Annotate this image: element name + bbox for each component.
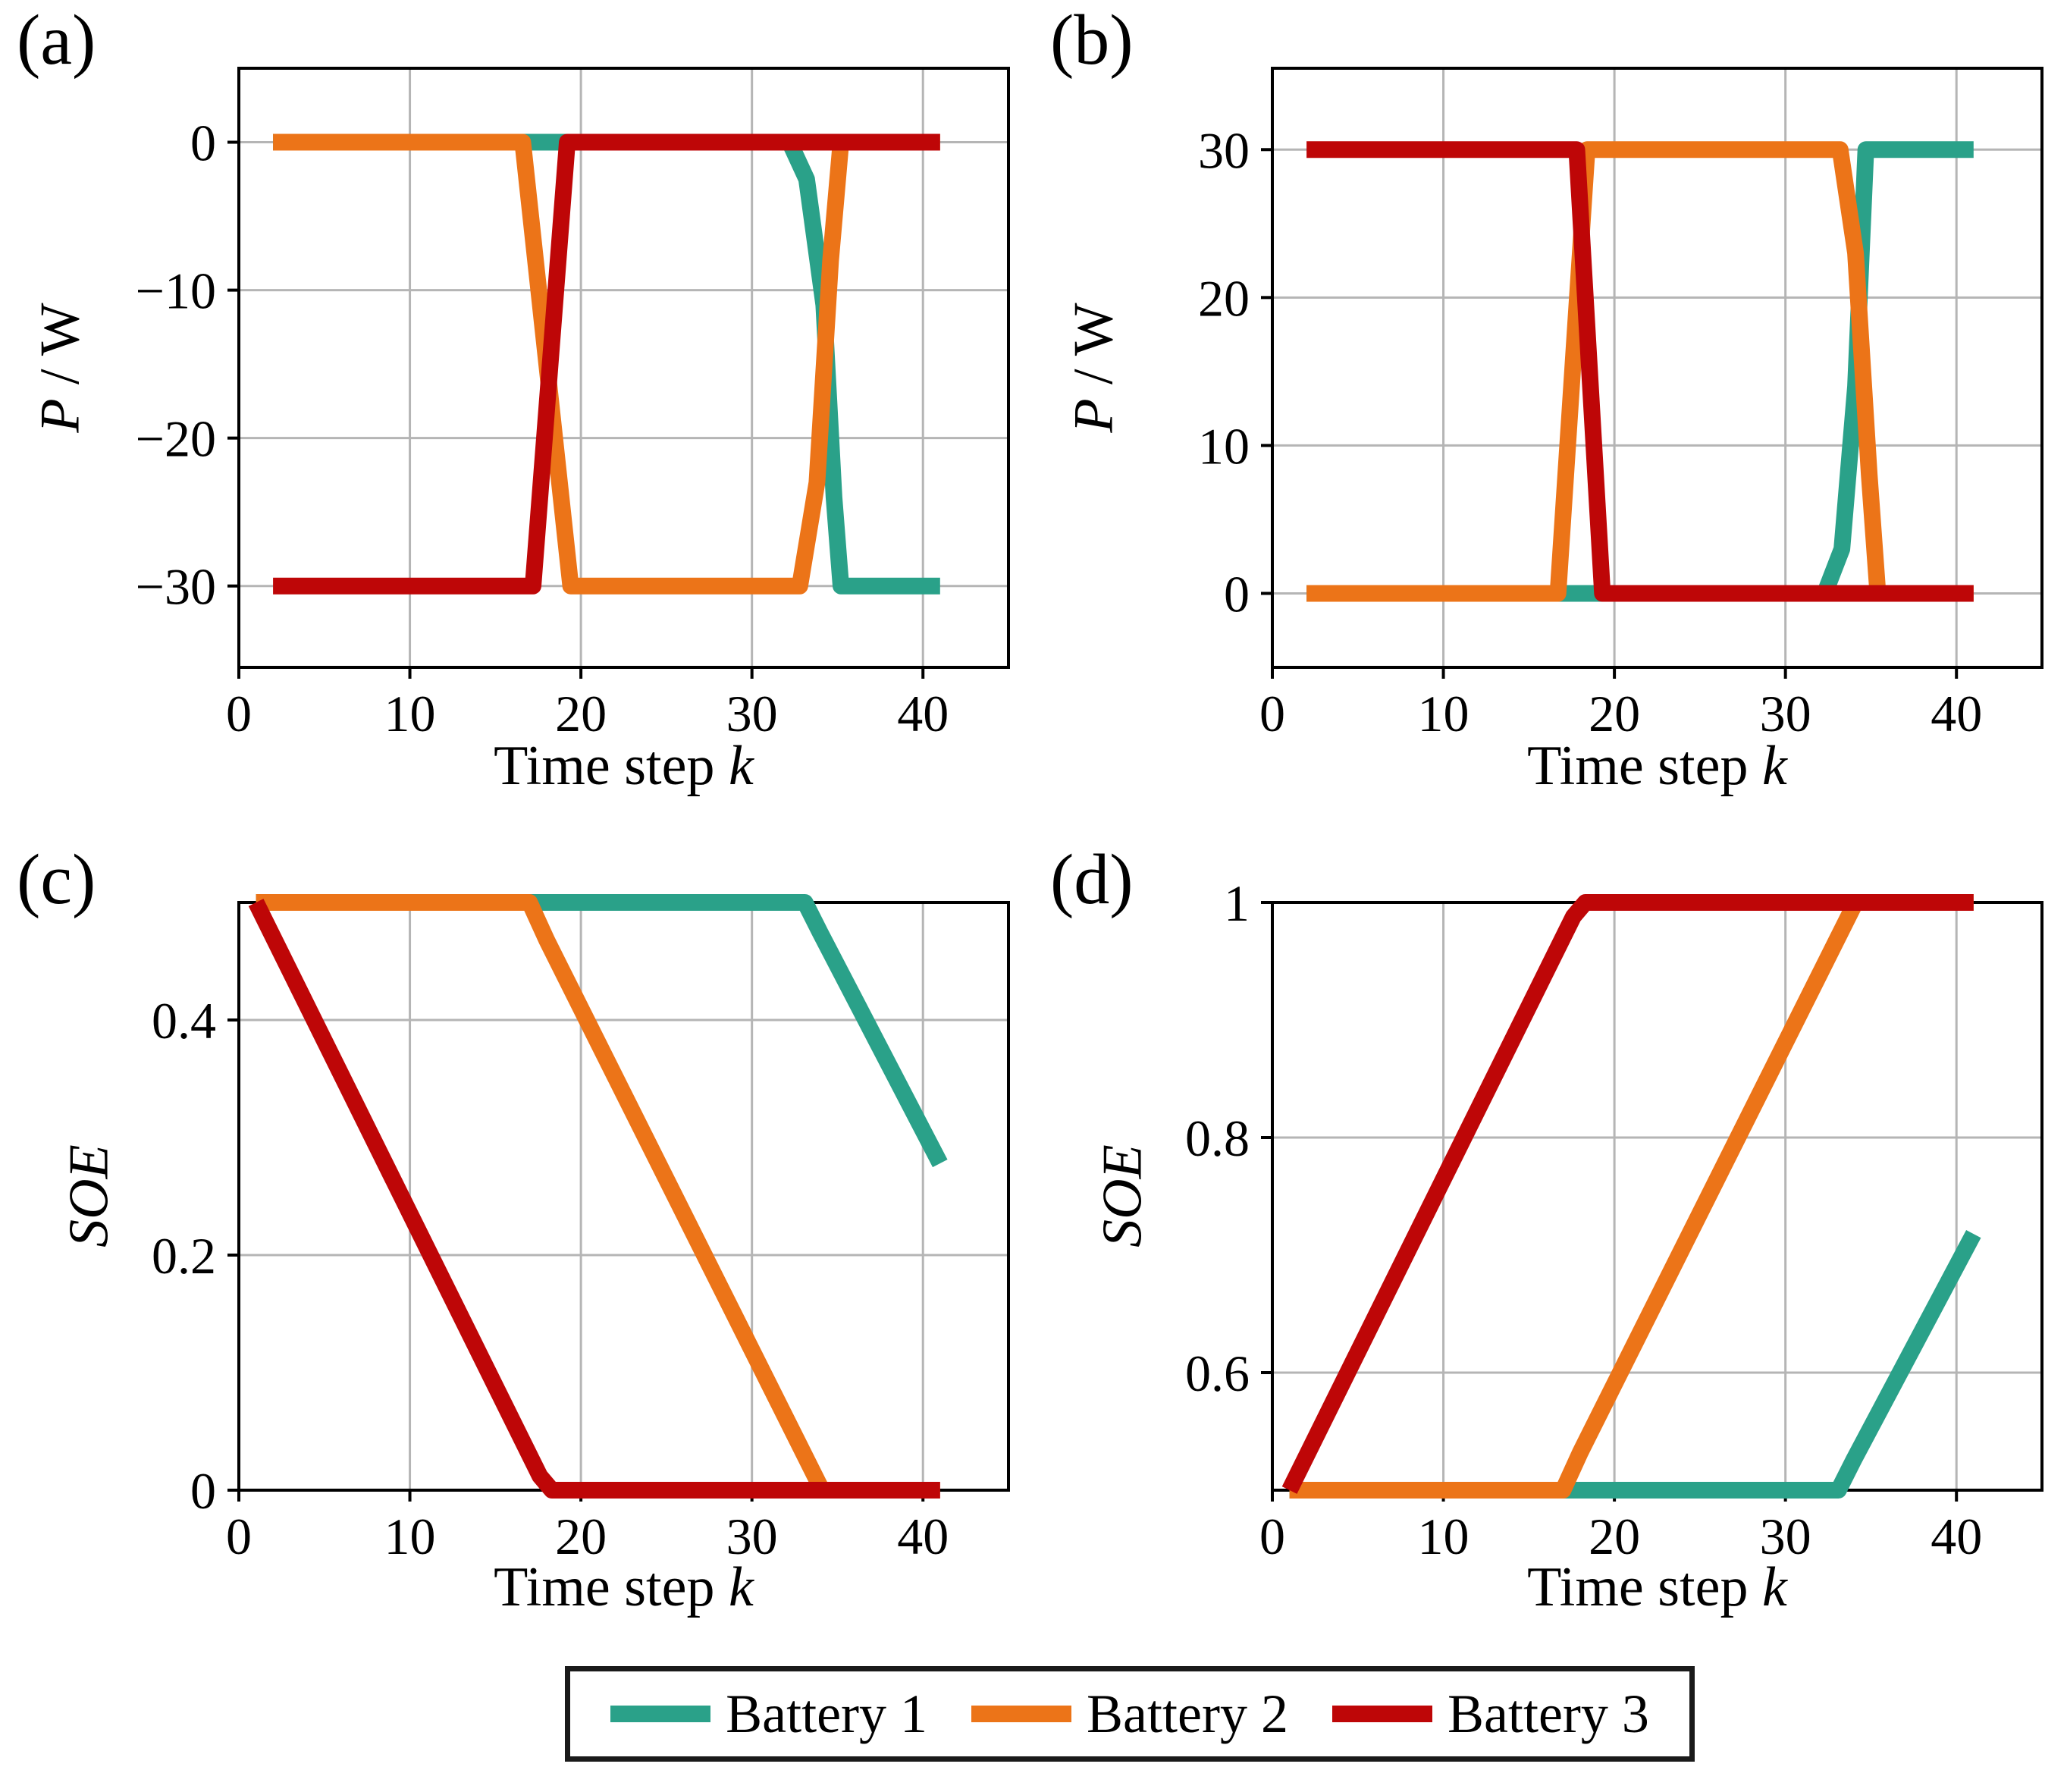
legend-label-battery-2: Battery 2 (1087, 1684, 1288, 1744)
xlabel: Time step k (1527, 735, 1787, 797)
legend-item-battery-3: Battery 3 (1331, 1684, 1649, 1744)
tick-label-x: 10 (384, 1508, 436, 1565)
tick-label-x: 40 (1931, 1508, 1982, 1565)
panel-label-d: (d) (1050, 840, 1134, 919)
tick-label-x: 20 (555, 685, 607, 742)
ylabel: P / W (1062, 303, 1125, 433)
tick-label-y: 0.4 (152, 992, 216, 1050)
tick-label-y: 10 (1198, 417, 1250, 475)
xlabel: Time step k (494, 1556, 754, 1618)
series-line-battery2 (1289, 894, 1974, 1499)
tick-label-x: 30 (726, 1508, 778, 1565)
tick-label-x: 10 (1418, 1508, 1469, 1565)
axis-border (1271, 67, 2043, 669)
tick-label-x: 10 (1418, 685, 1469, 742)
xlabel: Time step k (1527, 1556, 1787, 1618)
tick-label-x: 40 (1931, 685, 1982, 742)
tick-label-x: 0 (226, 1508, 252, 1565)
tick-label-x: 40 (897, 1508, 949, 1565)
tick-label-x: 20 (1589, 1508, 1640, 1565)
subplot-c: 0 10 20 30 40 0 0.2 0.4 (c) SOE Time step k (0, 821, 1034, 1678)
tick-label-y: 0 (1224, 565, 1250, 623)
tick-label-y: 0 (190, 1462, 216, 1520)
ylabel: SOE (58, 1144, 121, 1247)
subplot-a: 0 10 20 30 40 0 −10 −20 −30 (a) P / W Time step … (0, 0, 1034, 821)
series-line-battery3 (1281, 894, 1974, 1494)
axis-border (237, 901, 1010, 1492)
chart-c-plot: 0 10 20 30 40 0 0.2 0.4 (152, 894, 1010, 1565)
axis-border (237, 67, 1010, 669)
legend-label-battery-1: Battery 1 (726, 1684, 928, 1744)
tick-label-y: −20 (136, 410, 216, 468)
series-line-battery3 (248, 899, 940, 1499)
series-line-battery2 (1306, 141, 1974, 602)
legend-swatch-battery-3-icon (1331, 1706, 1432, 1722)
chart-d-plot: 0 10 20 30 40 0.6 0.8 1 (1185, 874, 2043, 1565)
tick-label-x: 0 (1259, 1508, 1285, 1565)
series-line-battery3 (273, 133, 940, 595)
tick-label-y: 20 (1198, 269, 1250, 327)
subplot-b: 0 10 20 30 40 0 10 20 30 (b) P / W Time step k (1034, 0, 2067, 821)
legend-item-battery-2: Battery 2 (971, 1687, 1288, 1741)
legend-box: Battery 1 Battery 2 Battery 3 (565, 1666, 1695, 1762)
tick-label-x: 10 (384, 685, 436, 742)
tick-label-x: 20 (1589, 685, 1640, 742)
series-line-battery2 (256, 894, 940, 1499)
tick-label-y: 1 (1224, 874, 1250, 932)
tick-label-x: 40 (897, 685, 949, 742)
legend-item-battery-1: Battery 1 (610, 1687, 927, 1741)
tick-label-y: 30 (1198, 121, 1250, 179)
ylabel: SOE (1091, 1144, 1154, 1247)
tick-label-x: 30 (1760, 1508, 1811, 1565)
tick-label-x: 0 (1259, 685, 1285, 742)
panel-label-b: (b) (1050, 1, 1134, 80)
legend-label-battery-3: Battery 3 (1447, 1684, 1649, 1744)
subplot-d: 0 10 20 30 40 0.6 0.8 1 (d) SOE Time step k (1034, 821, 2067, 1678)
tick-label-y: 0.6 (1185, 1345, 1250, 1402)
panel-label-a: (a) (17, 1, 96, 80)
tick-label-x: 30 (726, 685, 778, 742)
legend-swatch-battery-2-icon (971, 1706, 1072, 1722)
xlabel: Time step k (494, 735, 754, 797)
series-line-battery3 (1306, 141, 1974, 602)
tick-label-y: 0.2 (152, 1227, 216, 1285)
panel-label-c: (c) (17, 840, 96, 919)
tick-label-y: 0 (190, 115, 216, 172)
chart-b-plot: 0 10 20 30 40 0 10 20 30 (1198, 67, 2043, 742)
axis-border (1271, 901, 2043, 1492)
series-line-battery2 (273, 133, 940, 595)
tick-label-x: 30 (1760, 685, 1811, 742)
tick-label-x: 0 (226, 685, 252, 742)
tick-label-y: 0.8 (1185, 1109, 1250, 1167)
tick-label-x: 20 (555, 1508, 607, 1565)
ylabel: P / W (29, 303, 92, 433)
tick-label-y: −10 (136, 262, 216, 320)
tick-label-y: −30 (136, 558, 216, 616)
legend-swatch-battery-1-icon (610, 1706, 711, 1722)
chart-a-plot: 0 10 20 30 40 0 −10 −20 −30 (136, 67, 1010, 742)
